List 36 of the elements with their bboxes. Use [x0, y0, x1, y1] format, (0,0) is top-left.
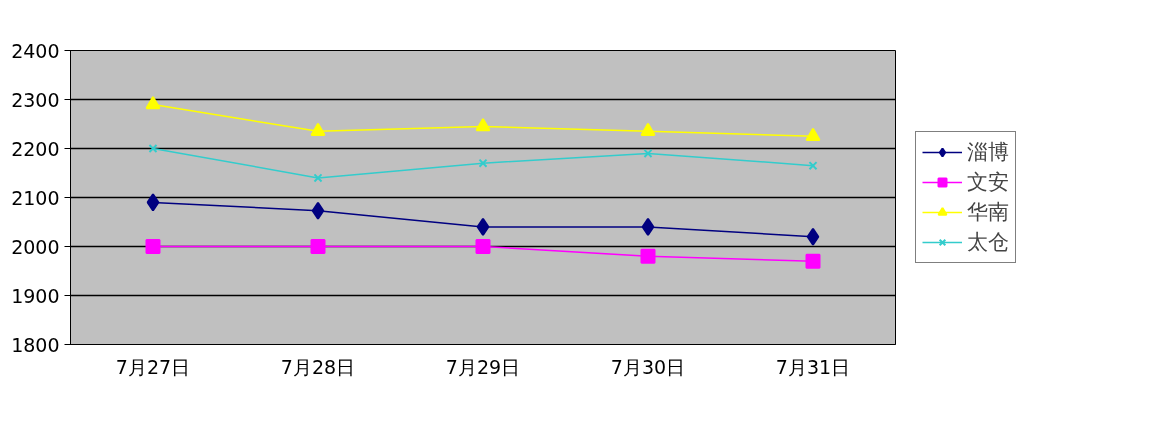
x-tick-label: 7月31日 [775, 355, 851, 378]
point [808, 161, 818, 171]
x-tick-label: 7月29日 [445, 355, 521, 378]
y-tick-label: 1900 [11, 284, 60, 307]
point [476, 217, 490, 236]
y-tick-label: 1800 [11, 333, 60, 356]
point [145, 95, 161, 110]
point [310, 122, 326, 137]
point [805, 253, 821, 269]
point [475, 239, 491, 254]
point [641, 217, 655, 236]
y-tick-label: 2100 [11, 186, 60, 209]
y-tick-label: 2200 [11, 137, 60, 160]
point [643, 148, 653, 158]
legend-label: 淄博 [967, 139, 1009, 166]
x-tick-label: 7月28日 [280, 355, 356, 378]
x-tick-label: 7月27日 [115, 355, 191, 378]
legend-label: 太仓 [967, 229, 1009, 256]
point [806, 227, 820, 246]
y-tick-label: 2300 [11, 88, 60, 111]
point [313, 173, 323, 183]
point [805, 127, 821, 141]
point [145, 239, 161, 254]
legend-label: 文安 [967, 169, 1009, 196]
point [146, 193, 160, 212]
y-tick-label: 2400 [11, 39, 60, 62]
y-tick-label: 2000 [11, 235, 60, 258]
point [478, 158, 488, 168]
point [640, 248, 656, 264]
point [311, 201, 325, 220]
legend-label: 华南 [967, 199, 1009, 226]
x-tick-label: 7月30日 [610, 355, 686, 378]
point [640, 122, 656, 137]
point [148, 143, 158, 154]
point [475, 117, 491, 132]
point [310, 239, 326, 254]
